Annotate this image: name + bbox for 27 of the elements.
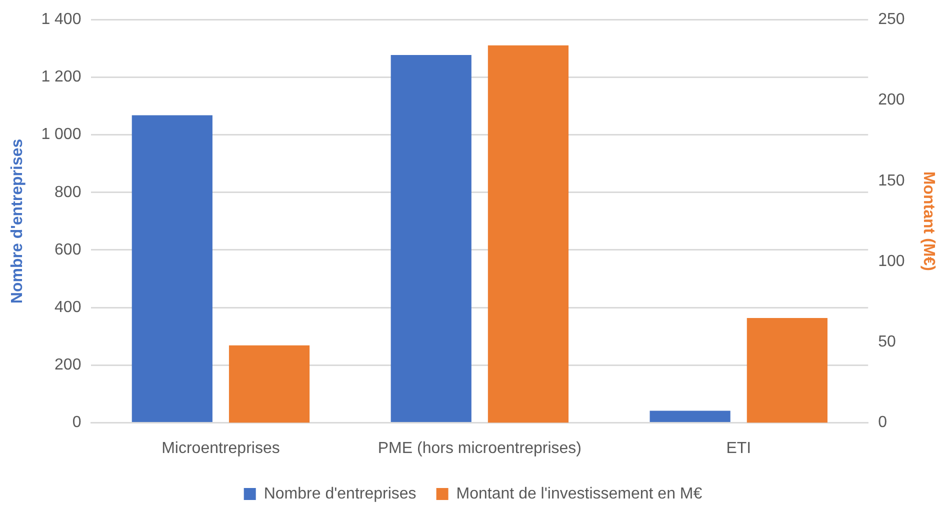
y2-tick-label: 50	[878, 334, 896, 351]
y-tick-label: 1 000	[41, 126, 82, 144]
x-tick-label: PME (hors microentreprises)	[378, 440, 582, 457]
bar	[488, 45, 569, 423]
x-tick-label: Microentreprises	[162, 440, 280, 457]
y-tick-label: 0	[72, 414, 82, 432]
y2-axis-title: Montant (M€)	[920, 171, 937, 271]
x-tick-label: ETI	[726, 440, 752, 457]
y-tick-label: 600	[54, 241, 82, 258]
y-tick-label: 800	[54, 184, 82, 201]
y-tick-label: 200	[54, 356, 82, 374]
y2-tick-label: 200	[878, 92, 905, 109]
y2-tick-label: 100	[878, 252, 905, 270]
bar	[746, 318, 828, 423]
y2-tick-label: 150	[878, 172, 905, 190]
y-tick-label: 1 400	[41, 11, 82, 28]
y-tick-label: 1 200	[41, 68, 82, 86]
y2-tick-label: 250	[878, 11, 905, 28]
bar	[132, 115, 212, 422]
bar	[390, 55, 472, 422]
legend-label: Montant de l'investissement en M€	[456, 485, 702, 502]
bar	[228, 345, 310, 423]
legend-label: Nombre d'entreprises	[264, 485, 416, 502]
y-axis-title: Nombre d'entreprises	[9, 138, 26, 304]
y2-tick-label: 0	[878, 414, 888, 432]
bar	[650, 410, 730, 422]
y-tick-label: 400	[54, 299, 82, 316]
